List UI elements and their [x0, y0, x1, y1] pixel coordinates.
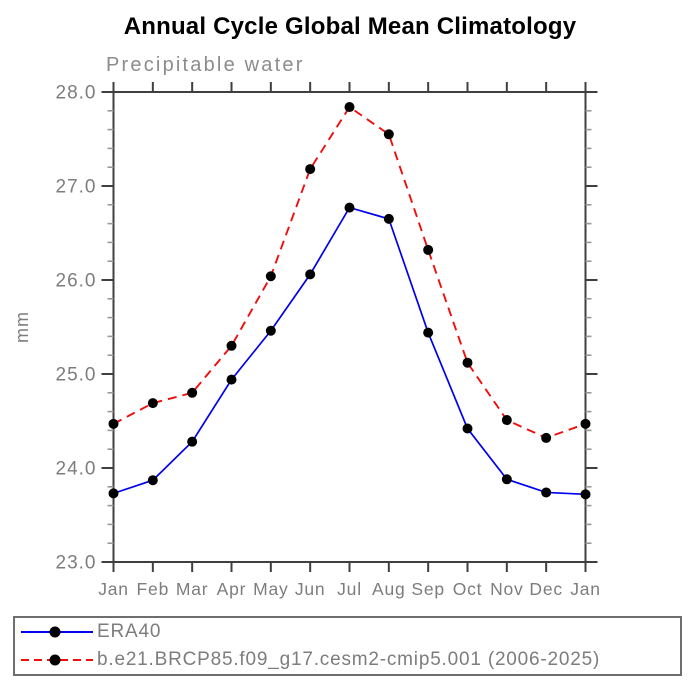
legend-label-1: b.e21.BRCP85.f09_g17.cesm2-cmip5.001 (20… — [97, 648, 601, 670]
legend-marker-sample — [49, 654, 61, 666]
series-line-1 — [113, 105, 586, 439]
legend-box: ERA40 b.e21.BRCP85.f09_g17.cesm2-cmip5.00… — [13, 616, 682, 676]
data-point-marker — [462, 357, 473, 368]
data-point-marker — [501, 474, 512, 485]
data-point-marker — [108, 488, 119, 499]
data-point-marker — [462, 423, 473, 434]
x-tick-label: Oct — [453, 579, 483, 599]
data-point-marker — [265, 271, 276, 282]
x-tick-label: Dec — [529, 579, 563, 599]
legend-item-1: b.e21.BRCP85.f09_g17.cesm2-cmip5.001 (20… — [15, 647, 680, 673]
data-point-marker — [226, 340, 237, 351]
x-tick-label: Mar — [176, 579, 209, 599]
x-tick-label: May — [253, 579, 288, 599]
y-tick-label: 28.0 — [56, 83, 97, 104]
legend-label-0: ERA40 — [97, 621, 162, 643]
x-tick-label: Jun — [295, 579, 326, 599]
data-point-marker — [344, 102, 355, 113]
data-point-marker — [383, 129, 394, 140]
data-point-marker — [580, 418, 591, 429]
data-point-marker — [541, 487, 552, 498]
x-tick-label: Jan — [570, 579, 601, 599]
chart-subtitle: Precipitable water — [106, 54, 305, 76]
data-point-marker — [187, 436, 198, 447]
legend-marker-sample — [49, 626, 61, 638]
x-tick-label: Sep — [411, 579, 445, 599]
x-tick-label: Jul — [337, 579, 362, 599]
data-point-marker — [541, 432, 552, 443]
y-tick-label: 24.0 — [56, 459, 97, 480]
x-tick-label: Apr — [217, 579, 247, 599]
data-point-marker — [501, 415, 512, 426]
legend-item-0: ERA40 — [15, 619, 680, 645]
data-point-marker — [305, 269, 316, 280]
chart-title: Annual Cycle Global Mean Climatology — [123, 13, 577, 40]
legend-swatch-1 — [21, 654, 93, 666]
data-point-marker — [187, 387, 198, 398]
y-tick-label: 25.0 — [56, 365, 97, 386]
data-point-marker — [108, 418, 119, 429]
data-point-marker — [423, 244, 434, 255]
data-point-marker — [147, 475, 158, 486]
data-point-marker — [344, 202, 355, 213]
x-tick-label: Aug — [372, 579, 406, 599]
y-tick-label: 26.0 — [56, 271, 97, 292]
series-line-0 — [113, 206, 586, 496]
data-point-marker — [147, 398, 158, 409]
x-tick-label: Nov — [490, 579, 524, 599]
legend-swatch-0 — [21, 626, 93, 638]
y-tick-label: 23.0 — [56, 553, 97, 574]
x-tick-label: Jan — [98, 579, 129, 599]
y-tick-label: 27.0 — [56, 177, 97, 198]
data-point-marker — [580, 489, 591, 500]
data-point-marker — [226, 374, 237, 385]
data-point-marker — [305, 164, 316, 175]
plot-frame — [112, 91, 587, 563]
data-point-marker — [383, 213, 394, 224]
data-point-marker — [265, 325, 276, 336]
data-point-marker — [423, 327, 434, 338]
x-tick-label: Feb — [137, 579, 170, 599]
y-axis-label: mm — [12, 311, 32, 343]
